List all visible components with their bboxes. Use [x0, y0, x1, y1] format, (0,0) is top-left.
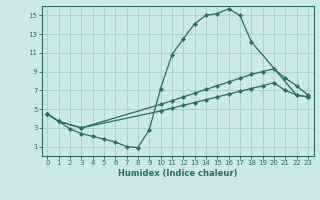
X-axis label: Humidex (Indice chaleur): Humidex (Indice chaleur)	[118, 169, 237, 178]
